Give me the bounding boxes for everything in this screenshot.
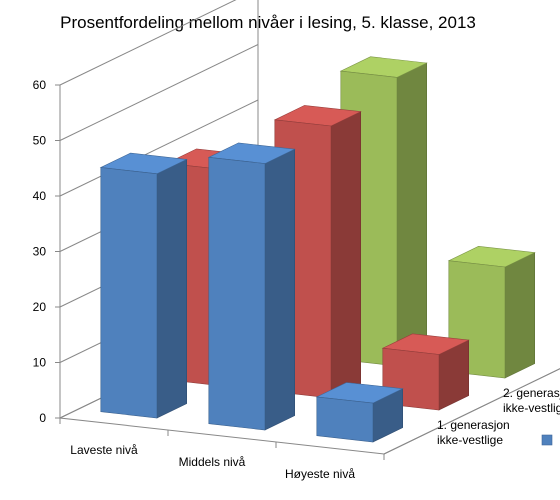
y-gridline [59, 0, 237, 86]
bar-side-face [156, 158, 187, 419]
chart-title: Prosentfordeling mellom nivåer i lesing,… [60, 13, 476, 32]
bar-side-face [330, 111, 362, 399]
bar [315, 382, 404, 443]
legend-swatch [541, 434, 553, 446]
x-category-label: Høyeste nivå [285, 467, 355, 481]
bar-side-face [264, 148, 296, 431]
bar-side-face [396, 62, 428, 367]
y-tick-label: 60 [33, 78, 47, 92]
y-tick-label: 0 [39, 411, 46, 425]
bar [381, 333, 470, 411]
bar-front-face [316, 396, 374, 443]
x-category-label: Middels nivå [179, 455, 246, 469]
y-gridline [59, 99, 259, 197]
y-tick-label: 40 [33, 189, 47, 203]
y-gridline [59, 44, 259, 141]
bar [207, 142, 296, 431]
bar-front-face [100, 167, 158, 419]
bar-side-face [504, 252, 536, 379]
legend-label: 1. generasjon ikke-vestlige [437, 418, 510, 447]
x-category-label: Laveste nivå [70, 443, 138, 457]
y-tick-label: 30 [33, 245, 47, 259]
y-tick-label: 20 [33, 300, 47, 314]
y-tick-label: 50 [33, 134, 47, 148]
bar [99, 152, 188, 419]
y-tick-label: 10 [33, 356, 47, 370]
depth-axis [383, 368, 560, 455]
bar-front-face [208, 156, 266, 431]
